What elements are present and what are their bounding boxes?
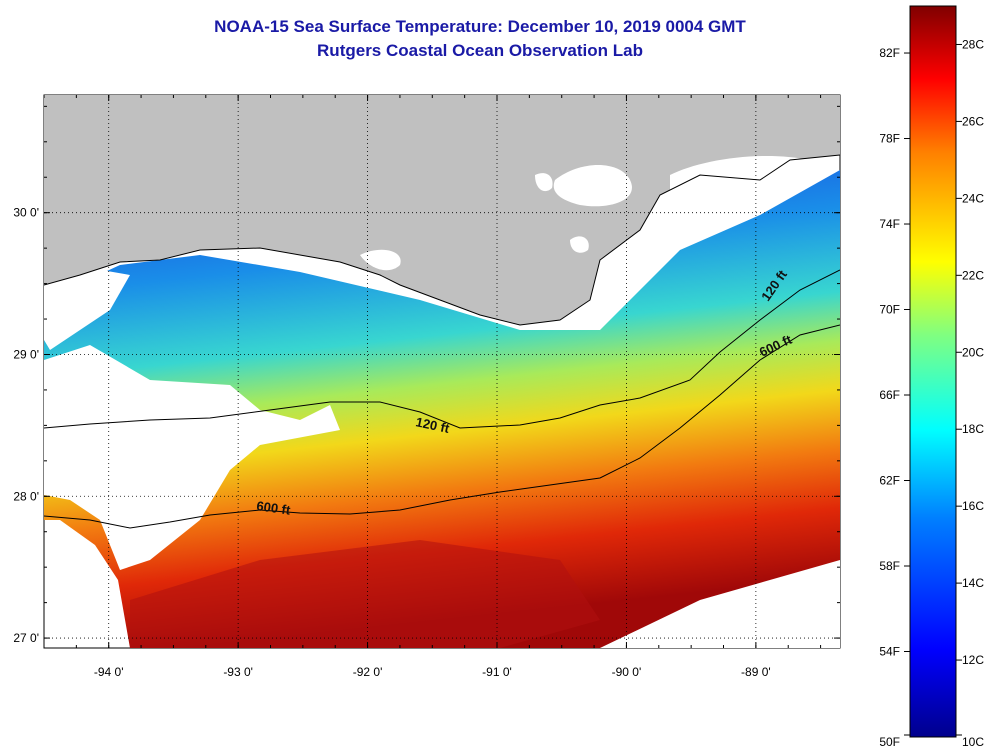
colorbar-f-label: 82F bbox=[879, 46, 900, 60]
contour-600ft bbox=[44, 324, 840, 529]
colorbar-f-label: 74F bbox=[879, 217, 900, 231]
lat-tick-label: 28 0' bbox=[13, 489, 39, 503]
colorbar-fahrenheit-scale: 82F 78F 74F 70F 66F 62F 58F 54F 50F bbox=[879, 46, 910, 749]
colorbar-c-label: 16C bbox=[962, 499, 984, 513]
contour-label: 120 ft bbox=[414, 414, 451, 436]
lake bbox=[670, 155, 810, 197]
land-mass bbox=[44, 95, 840, 325]
longitude-axis: -94 0' -93 0' -92 0' -91 0' -90 0' -89 0' bbox=[43, 95, 822, 679]
cloud-mask bbox=[44, 268, 130, 350]
sst-field bbox=[44, 170, 840, 648]
colorbar-c-label: 26C bbox=[962, 114, 984, 128]
lake bbox=[553, 165, 632, 207]
lon-tick-label: -91 0' bbox=[482, 665, 512, 679]
lake bbox=[360, 249, 401, 271]
colorbar-c-label: 18C bbox=[962, 422, 984, 436]
colorbar-c-label: 20C bbox=[962, 345, 984, 359]
contour-label: 600 ft bbox=[256, 498, 292, 518]
lat-tick-label: 29 0' bbox=[13, 347, 39, 361]
colorbar-f-label: 70F bbox=[879, 303, 900, 317]
map-subtitle: Rutgers Coastal Ocean Observation Lab bbox=[317, 41, 643, 60]
colorbar-f-label: 58F bbox=[879, 559, 900, 573]
colorbar-f-label: 50F bbox=[879, 735, 900, 749]
colorbar bbox=[909, 5, 957, 738]
colorbar-c-label: 14C bbox=[962, 576, 984, 590]
colorbar-c-label: 10C bbox=[962, 735, 984, 749]
colorbar-celsius-scale: 28C 26C 24C 22C 20C 18C 16C 14C 12C 10C bbox=[956, 37, 984, 749]
sst-warm-core bbox=[130, 540, 600, 648]
cloud-mask bbox=[44, 345, 340, 570]
lat-tick-label: 27 0' bbox=[13, 631, 39, 645]
lon-tick-label: -94 0' bbox=[94, 665, 124, 679]
colorbar-c-label: 28C bbox=[962, 37, 984, 51]
map-title: NOAA-15 Sea Surface Temperature: Decembe… bbox=[214, 17, 746, 36]
coastline bbox=[44, 154, 840, 326]
lon-tick-label: -89 0' bbox=[741, 665, 771, 679]
lake bbox=[570, 236, 589, 253]
colorbar-f-label: 62F bbox=[879, 474, 900, 488]
colorbar-c-label: 12C bbox=[962, 653, 984, 667]
colorbar-f-label: 66F bbox=[879, 388, 900, 402]
colorbar-f-label: 78F bbox=[879, 132, 900, 146]
latitude-axis: 30 0' 29 0' 28 0' 27 0' bbox=[13, 105, 840, 645]
cloud-mask bbox=[700, 600, 840, 648]
colorbar-c-label: 24C bbox=[962, 191, 984, 205]
lon-tick-label: -92 0' bbox=[353, 665, 383, 679]
colorbar-c-label: 22C bbox=[962, 268, 984, 282]
lat-tick-label: 30 0' bbox=[13, 206, 39, 220]
lon-tick-label: -90 0' bbox=[612, 665, 642, 679]
contour-120ft-west bbox=[44, 269, 840, 429]
lake bbox=[535, 173, 553, 192]
lon-tick-label: -93 0' bbox=[223, 665, 253, 679]
colorbar-f-label: 54F bbox=[879, 645, 900, 659]
